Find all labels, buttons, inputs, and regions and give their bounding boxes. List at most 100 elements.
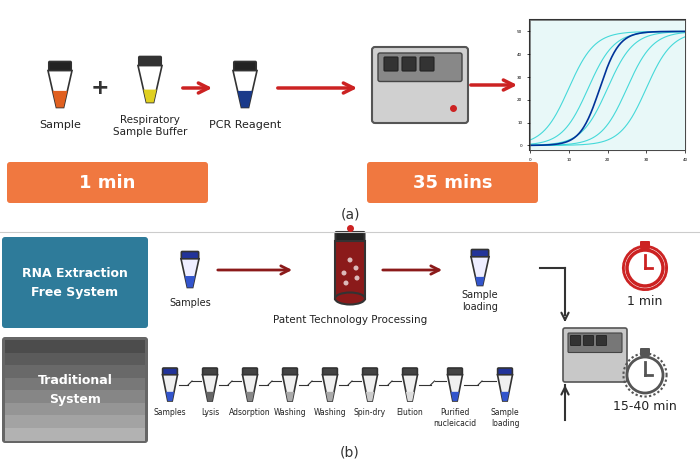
FancyBboxPatch shape	[162, 368, 177, 376]
FancyBboxPatch shape	[181, 251, 199, 260]
FancyBboxPatch shape	[5, 352, 145, 366]
Text: Traditional
System: Traditional System	[38, 374, 113, 406]
Polygon shape	[237, 91, 253, 108]
Text: (a): (a)	[340, 208, 360, 222]
Text: Patent Technology Processing: Patent Technology Processing	[273, 315, 427, 325]
Polygon shape	[363, 375, 377, 401]
Polygon shape	[52, 91, 67, 108]
FancyBboxPatch shape	[202, 368, 218, 376]
FancyBboxPatch shape	[5, 402, 145, 416]
FancyBboxPatch shape	[471, 250, 489, 258]
Polygon shape	[451, 392, 459, 401]
Polygon shape	[286, 392, 294, 401]
FancyBboxPatch shape	[420, 57, 434, 71]
Polygon shape	[138, 66, 162, 102]
Polygon shape	[185, 276, 195, 288]
Polygon shape	[366, 392, 374, 401]
Text: 1 min: 1 min	[79, 173, 136, 191]
FancyBboxPatch shape	[5, 365, 145, 378]
FancyBboxPatch shape	[2, 237, 148, 328]
FancyBboxPatch shape	[234, 62, 256, 71]
FancyBboxPatch shape	[5, 377, 145, 391]
Text: Purified
nucleicacid: Purified nucleicacid	[433, 408, 477, 428]
FancyBboxPatch shape	[5, 390, 145, 404]
FancyBboxPatch shape	[49, 62, 71, 71]
Polygon shape	[326, 392, 334, 401]
FancyBboxPatch shape	[372, 47, 468, 123]
FancyBboxPatch shape	[7, 162, 208, 203]
Polygon shape	[48, 70, 72, 108]
FancyBboxPatch shape	[568, 333, 622, 352]
FancyBboxPatch shape	[596, 336, 606, 345]
FancyBboxPatch shape	[384, 57, 398, 71]
FancyBboxPatch shape	[378, 53, 462, 81]
FancyBboxPatch shape	[640, 348, 650, 356]
Text: 1 min: 1 min	[627, 295, 663, 308]
FancyBboxPatch shape	[5, 428, 145, 441]
Text: Washing: Washing	[314, 408, 346, 417]
FancyBboxPatch shape	[323, 368, 337, 376]
Polygon shape	[166, 392, 174, 401]
Ellipse shape	[354, 266, 358, 271]
Polygon shape	[206, 392, 214, 401]
Polygon shape	[475, 277, 484, 285]
FancyBboxPatch shape	[243, 368, 258, 376]
FancyBboxPatch shape	[5, 415, 145, 429]
Text: (b): (b)	[340, 445, 360, 459]
Text: RNA Extraction
Free System: RNA Extraction Free System	[22, 267, 128, 299]
Text: 35 mins: 35 mins	[413, 173, 492, 191]
FancyBboxPatch shape	[5, 340, 145, 353]
Text: Sample
loading: Sample loading	[462, 290, 498, 312]
Text: Lysis: Lysis	[201, 408, 219, 417]
Polygon shape	[406, 392, 414, 401]
FancyBboxPatch shape	[640, 241, 650, 249]
Polygon shape	[447, 375, 463, 401]
FancyBboxPatch shape	[363, 368, 377, 376]
Text: +: +	[91, 78, 109, 98]
Text: Elution: Elution	[397, 408, 424, 417]
FancyBboxPatch shape	[498, 368, 512, 376]
Polygon shape	[181, 259, 199, 288]
Polygon shape	[323, 375, 337, 401]
FancyBboxPatch shape	[402, 368, 417, 376]
FancyBboxPatch shape	[563, 328, 627, 382]
Text: Sample
loading: Sample loading	[491, 408, 519, 428]
Circle shape	[627, 250, 663, 286]
Ellipse shape	[347, 258, 353, 263]
Text: Sample: Sample	[39, 120, 81, 130]
Text: Respiratory
Sample Buffer: Respiratory Sample Buffer	[113, 115, 187, 137]
Polygon shape	[144, 90, 157, 102]
FancyBboxPatch shape	[283, 368, 298, 376]
FancyBboxPatch shape	[139, 56, 161, 67]
Polygon shape	[246, 392, 254, 401]
Text: Samples: Samples	[154, 408, 186, 417]
FancyBboxPatch shape	[2, 337, 148, 443]
Ellipse shape	[335, 292, 365, 305]
Text: Adsorption: Adsorption	[229, 408, 271, 417]
Polygon shape	[202, 375, 218, 401]
Ellipse shape	[354, 275, 360, 281]
Text: PCR Reagent: PCR Reagent	[209, 120, 281, 130]
Polygon shape	[471, 257, 489, 285]
Text: 15-40 min: 15-40 min	[613, 400, 677, 413]
Polygon shape	[242, 375, 258, 401]
FancyBboxPatch shape	[335, 242, 365, 298]
Text: Spin-dry: Spin-dry	[354, 408, 386, 417]
Text: Washing: Washing	[274, 408, 307, 417]
Ellipse shape	[342, 271, 346, 275]
Polygon shape	[283, 375, 298, 401]
FancyBboxPatch shape	[447, 368, 463, 376]
Text: Samples: Samples	[169, 298, 211, 308]
FancyBboxPatch shape	[584, 336, 594, 345]
Polygon shape	[233, 70, 257, 108]
Circle shape	[627, 357, 663, 393]
FancyBboxPatch shape	[367, 162, 538, 203]
FancyBboxPatch shape	[402, 57, 416, 71]
FancyBboxPatch shape	[335, 232, 365, 243]
Polygon shape	[402, 375, 417, 401]
Polygon shape	[162, 375, 178, 401]
Ellipse shape	[344, 281, 349, 285]
Polygon shape	[501, 392, 509, 401]
FancyBboxPatch shape	[570, 336, 580, 345]
Polygon shape	[498, 375, 512, 401]
